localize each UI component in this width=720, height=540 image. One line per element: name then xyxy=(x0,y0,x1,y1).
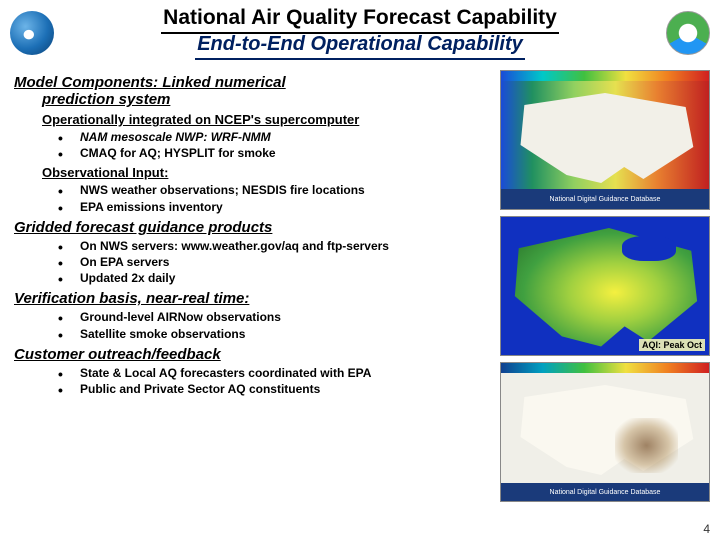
section-heading-customer: Customer outreach/feedback xyxy=(14,346,492,363)
list-item: NWS weather observations; NESDIS fire lo… xyxy=(58,182,492,198)
subheading-operational: Operationally integrated on NCEP's super… xyxy=(42,112,492,127)
color-scale-bar xyxy=(501,71,709,81)
bullet-list: NWS weather observations; NESDIS fire lo… xyxy=(58,182,492,214)
bullet-list: NAM mesoscale NWP: WRF-NMM CMAQ for AQ; … xyxy=(58,129,492,161)
title-main: National Air Quality Forecast Capability xyxy=(161,6,559,34)
map-smoke: National Digital Guidance Database xyxy=(500,362,710,502)
bullet-list: State & Local AQ forecasters coordinated… xyxy=(58,365,492,397)
list-item: EPA emissions inventory xyxy=(58,199,492,215)
map-column: National Digital Guidance Database AQI: … xyxy=(500,70,710,508)
list-item: State & Local AQ forecasters coordinated… xyxy=(58,365,492,381)
bullet-text: NAM mesoscale NWP: WRF-NMM xyxy=(80,130,271,144)
bullet-list: Ground-level AIRNow observations Satelli… xyxy=(58,309,492,341)
smoke-plume-icon xyxy=(615,418,677,473)
map-footer: National Digital Guidance Database xyxy=(501,483,709,501)
section-heading-gridded: Gridded forecast guidance products xyxy=(14,219,492,236)
title-sub: End-to-End Operational Capability xyxy=(195,33,525,60)
map-aqi-peak: AQI: Peak Oct xyxy=(500,216,710,356)
map-footer: National Digital Guidance Database xyxy=(501,189,709,209)
slide-header: National Air Quality Forecast Capability… xyxy=(0,0,720,64)
heading-line1: Model Components: Linked numerical xyxy=(14,74,286,91)
list-item: Ground-level AIRNow observations xyxy=(58,309,492,325)
list-item: On NWS servers: www.weather.gov/aq and f… xyxy=(58,238,492,254)
text-column: Model Components: Linked numerical predi… xyxy=(14,70,492,508)
subheading-obs: Observational Input: xyxy=(42,165,492,180)
map-caption: AQI: Peak Oct xyxy=(639,339,705,351)
list-item: On EPA servers xyxy=(58,254,492,270)
heading-line2: prediction system xyxy=(14,91,170,108)
great-lakes-icon xyxy=(622,236,676,261)
epa-logo-icon xyxy=(666,11,710,55)
content-area: Model Components: Linked numerical predi… xyxy=(0,64,720,508)
list-item: Updated 2x daily xyxy=(58,270,492,286)
page-number: 4 xyxy=(703,522,710,536)
title-block: National Air Quality Forecast Capability… xyxy=(54,6,666,60)
section-heading-model: Model Components: Linked numerical predi… xyxy=(14,74,492,108)
noaa-logo-icon xyxy=(10,11,54,55)
list-item: CMAQ for AQ; HYSPLIT for smoke xyxy=(58,145,492,161)
section-heading-verification: Verification basis, near-real time: xyxy=(14,290,492,307)
list-item: Satellite smoke observations xyxy=(58,326,492,342)
us-outline-icon xyxy=(509,87,701,187)
bullet-list: On NWS servers: www.weather.gov/aq and f… xyxy=(58,238,492,287)
map-ozone-forecast: National Digital Guidance Database xyxy=(500,70,710,210)
list-item: NAM mesoscale NWP: WRF-NMM xyxy=(58,129,492,145)
color-scale-bar xyxy=(501,363,709,373)
list-item: Public and Private Sector AQ constituent… xyxy=(58,381,492,397)
